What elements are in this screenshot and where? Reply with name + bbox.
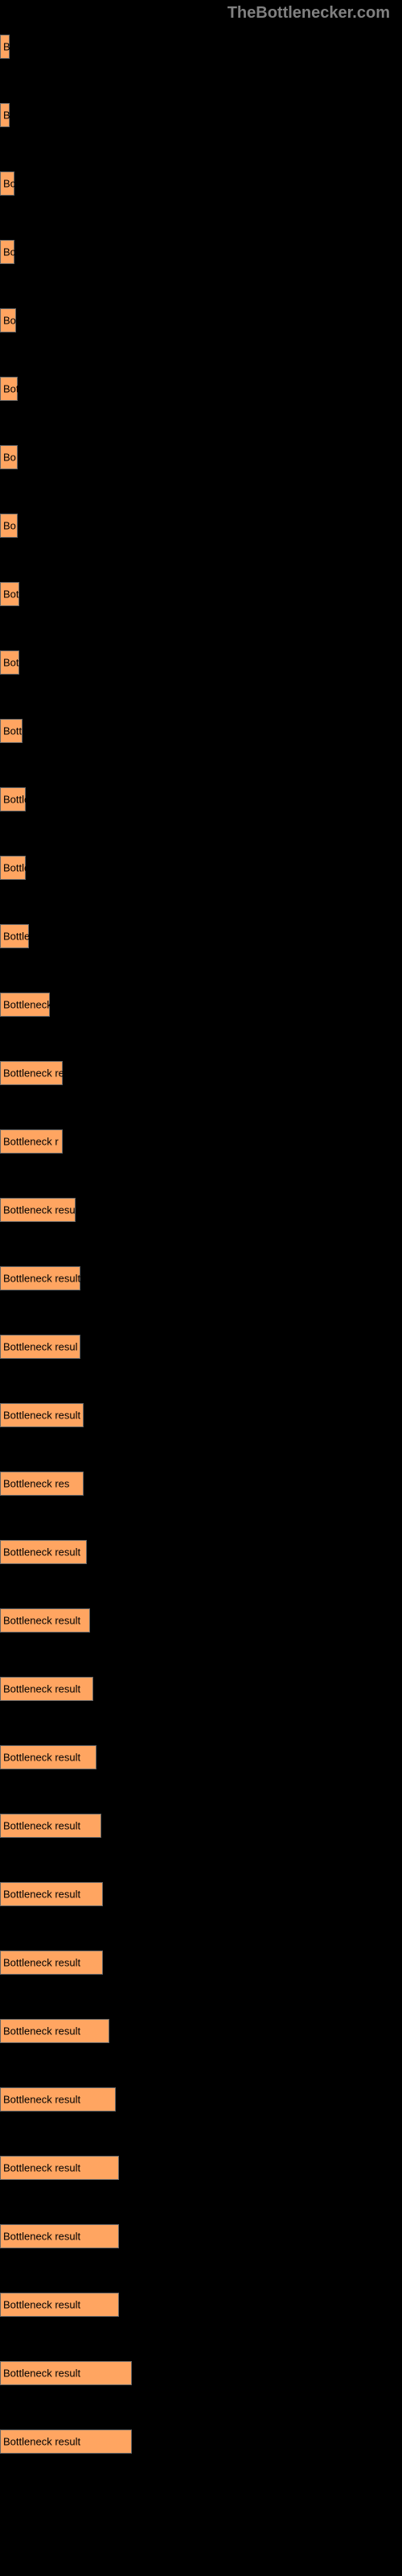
bar-row: Bo (0, 308, 402, 332)
bar-label: Bottleneck resul (3, 1341, 78, 1353)
bar-row: Bottle (0, 787, 402, 811)
bar-row: Bottleneck result (0, 2156, 402, 2180)
bar-row: Bot (0, 650, 402, 675)
bar-chart: B B Bo Bo Bo Bot Bo Bo Bot Bot Bott Bottle Bottle Bot… (0, 27, 402, 2506)
bar-row: Bottleneck result (0, 1677, 402, 1701)
bar-row: Bottleneck result (0, 2429, 402, 2454)
bar-label: Bottleneck result (3, 1683, 80, 1695)
bar-label: Bottleneck r (3, 1136, 59, 1148)
bar-row: Bo (0, 171, 402, 196)
bar-label: Bottleneck result (3, 1410, 80, 1422)
bar-label: Bottleneck result (3, 2368, 80, 2380)
bar-label: Bottleneck res (3, 1067, 64, 1080)
bar-label: Bottleneck result (3, 1615, 80, 1627)
bar-row: Bottleneck (0, 993, 402, 1017)
bar-row: Bottleneck result (0, 1814, 402, 1838)
bar-row: Bottleneck result (0, 1745, 402, 1769)
bar-label: Bottleneck result (3, 1957, 80, 1969)
bar-label: B (3, 109, 10, 122)
bar-label: Bot (3, 383, 19, 395)
bar-label: Bottleneck result (3, 1546, 80, 1558)
bar-row: Bottleneck result (0, 1266, 402, 1290)
bar-label: Bottle (3, 931, 30, 943)
bar-row: Bo (0, 240, 402, 264)
bar-label: Bo (3, 246, 16, 258)
bar-row: Bottleneck result (0, 2224, 402, 2248)
bar-label: Bottleneck result (3, 2436, 80, 2448)
bar-row: Bottleneck result (0, 2361, 402, 2385)
bar-row: Bottleneck result (0, 1951, 402, 1975)
bar-label: Bo (3, 315, 16, 327)
bar-label: Bottleneck result (3, 1820, 80, 1832)
bar-row: Bottleneck result (0, 2019, 402, 2043)
bar-label: Bottleneck result (3, 2162, 80, 2174)
bar-label: Bottleneck resul (3, 1204, 77, 1216)
bar-row: Bo (0, 445, 402, 469)
bar-label: Bottleneck res (3, 1478, 69, 1490)
bar-label: Bo (3, 178, 16, 190)
bar-row: Bottleneck result (0, 1882, 402, 1906)
bar-row: Bottleneck resul (0, 1198, 402, 1222)
bar-label: B (3, 41, 10, 53)
bar-row: Bot (0, 582, 402, 606)
header: TheBottlenecker.com (0, 0, 402, 27)
bar-label: Bott (3, 725, 22, 737)
bar-label: Bot (3, 657, 19, 669)
bar-label: Bottle (3, 794, 27, 806)
bar-label: Bottleneck result (3, 2025, 80, 2037)
bar-row: Bo (0, 514, 402, 538)
bar-row: Bottleneck result (0, 1403, 402, 1427)
bar-label: Bottleneck result (3, 2299, 80, 2311)
bar-label: Bottleneck result (3, 1889, 80, 1901)
bar-row: Bott (0, 719, 402, 743)
bar-row: Bottleneck res (0, 1061, 402, 1085)
bar-label: Bottleneck result (3, 1752, 80, 1764)
bar-label: Bot (3, 588, 19, 601)
bar-label: Bottleneck (3, 999, 51, 1011)
bar-row: Bottle (0, 924, 402, 948)
bar-row: Bottleneck result (0, 2293, 402, 2317)
bar-row: Bottleneck result (0, 1608, 402, 1633)
bar-row: B (0, 35, 402, 59)
bar-label: Bottleneck result (3, 1273, 80, 1285)
brand-text: TheBottlenecker.com (228, 4, 390, 22)
bar-row: Bottleneck resul (0, 1335, 402, 1359)
bar-row: Bottleneck result (0, 2087, 402, 2112)
bar-row: Bottleneck res (0, 1472, 402, 1496)
bar-label: Bottleneck result (3, 2231, 80, 2243)
bar-row: B (0, 103, 402, 127)
bar-label: Bottleneck result (3, 2094, 80, 2106)
bar-row: Bottleneck result (0, 1540, 402, 1564)
bar-label: Bottle (3, 862, 27, 874)
bar-label: Bo (3, 520, 16, 532)
bar-row: Bottle (0, 856, 402, 880)
bar-row: Bot (0, 377, 402, 401)
bar-label: Bo (3, 452, 16, 464)
bar-row: Bottleneck r (0, 1129, 402, 1154)
